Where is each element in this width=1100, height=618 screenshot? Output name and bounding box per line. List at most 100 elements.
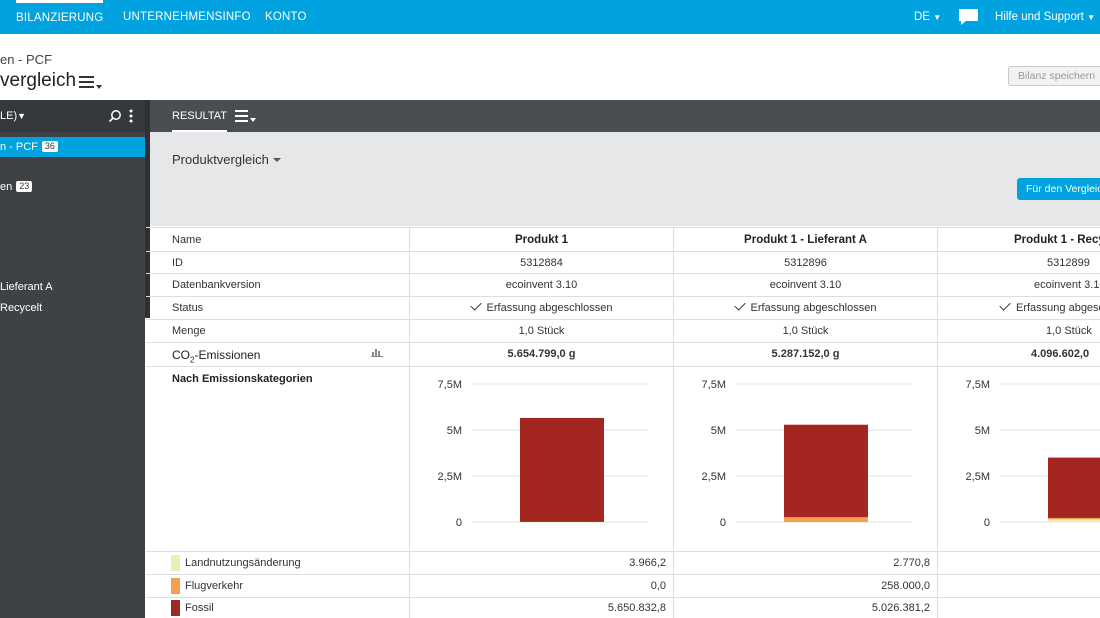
y-tick-label: 5M <box>975 425 990 437</box>
search-icon[interactable] <box>108 109 122 123</box>
y-tick-label: 0 <box>984 517 990 529</box>
bar-segment <box>1048 519 1100 522</box>
column-divider <box>937 228 938 618</box>
bar-segment <box>1048 457 1100 518</box>
y-tick-label: 2,5M <box>438 471 462 483</box>
more-options-icon[interactable] <box>127 108 135 124</box>
y-tick-label: 0 <box>456 517 462 529</box>
cell-value: 0,0 <box>650 580 666 592</box>
bar-segment <box>520 417 604 522</box>
sidebar-filter-select[interactable]: LE)▼ <box>0 110 26 122</box>
cell-co2: 5.287.152,0 g <box>771 348 840 360</box>
sidebar-header: LE)▼ <box>0 100 145 132</box>
emissions-chart-1: 0 2,5M 5M 7,5M <box>410 372 673 537</box>
chart-svg: 0 2,5M 5M 7,5M <box>438 379 648 529</box>
tab-resultat[interactable]: RESULTAT <box>172 100 228 132</box>
cell-status: Erfassung abgeschlossen <box>674 299 937 314</box>
status-text: Erfassung abgeschlossen <box>750 302 877 314</box>
bar-chart-icon[interactable] <box>371 347 383 357</box>
cell-value: 3.966,2 <box>629 557 666 569</box>
categories-heading: Nach Emissionskategorien <box>172 373 313 385</box>
language-label: DE <box>914 11 930 23</box>
result-toolbar: RESULTAT <box>150 100 1100 132</box>
chart-svg: 0 2,5M 5M 7,5M <box>702 379 912 529</box>
cell-db: ecoinvent 3.10 <box>769 279 842 291</box>
top-navigation: BILANZIERUNG UNTERNEHMENSINFO KONTO DE ▼… <box>0 0 1100 34</box>
row-divider <box>146 251 1100 252</box>
cell-id: 5312899 <box>1047 257 1090 269</box>
cell-status: Erfassung abgeschl <box>999 299 1100 314</box>
nav-konto[interactable]: KONTO <box>265 11 307 23</box>
co2-suffix: -Emissionen <box>194 348 261 362</box>
y-tick-label: 5M <box>447 425 462 437</box>
sidebar-item-lieferant[interactable]: Lieferant A <box>0 277 145 297</box>
row-divider <box>146 366 1100 367</box>
nav-unternehmensinfo[interactable]: UNTERNEHMENSINFO <box>123 11 251 23</box>
sidebar: LE)▼ n - PCF 36 en 23 Lieferant A Recycelt <box>0 100 145 618</box>
cell-value: 2.770,8 <box>893 557 930 569</box>
row-divider <box>146 273 1100 274</box>
y-tick-label: 2,5M <box>966 471 990 483</box>
sidebar-item-label: n - PCF <box>0 141 38 153</box>
chevron-down-icon: ▼ <box>933 13 942 22</box>
cell-amount: 1,0 Stück <box>782 325 829 337</box>
row-label-status: Status <box>172 302 204 314</box>
sidebar-item-recycelt[interactable]: Recycelt <box>0 298 145 318</box>
chevron-down-icon <box>272 158 281 162</box>
y-tick-label: 7,5M <box>438 379 462 391</box>
chart-svg: 0 2,5M 5M 7,5M <box>966 379 1100 529</box>
sidebar-item-en[interactable]: en 23 <box>0 177 145 197</box>
bar-segment <box>520 521 604 523</box>
chevron-down-icon: ▼ <box>17 111 27 121</box>
cell-co2: 4.096.602,0 <box>1031 348 1090 360</box>
nav-bilanzierung[interactable]: BILANZIERUNG <box>16 0 104 34</box>
bar-segment <box>784 521 868 523</box>
emissions-chart-2: 0 2,5M 5M 7,5M <box>674 372 937 537</box>
sidebar-item-pcf[interactable]: n - PCF 36 <box>0 137 145 157</box>
row-divider <box>146 319 1100 320</box>
legend-label: Landnutzungsänderung <box>185 557 301 569</box>
column-header: Produkt 1 - Lieferant A <box>744 234 867 246</box>
breadcrumb[interactable]: en - PCF <box>0 52 53 67</box>
page-title: vergleich <box>0 70 77 91</box>
count-badge: 36 <box>41 141 58 152</box>
status-text: Erfassung abgeschlossen <box>486 302 613 314</box>
sidebar-item-label: en <box>0 181 13 193</box>
legend-swatch-fossil <box>171 600 180 616</box>
row-divider <box>146 597 1100 598</box>
menu-icon[interactable] <box>235 109 257 123</box>
emissions-chart-3: 0 2,5M 5M 7,5M <box>938 372 1100 537</box>
row-divider <box>146 227 1100 228</box>
row-label-name: Name <box>172 234 202 246</box>
legend-label: Fossil <box>185 602 214 614</box>
help-support-menu[interactable]: Hilfe und Support ▼ <box>995 0 1095 35</box>
cell-co2: 5.654.799,0 g <box>507 348 576 360</box>
compare-button[interactable]: Für den Vergleich <box>1017 178 1100 200</box>
legend-label: Flugverkehr <box>185 580 244 592</box>
sidebar-item-label: Recycelt <box>0 302 43 314</box>
co2-sub: 2 <box>190 355 195 365</box>
status-text: Erfassung abgeschl <box>1016 302 1100 314</box>
row-divider <box>146 574 1100 575</box>
y-tick-label: 2,5M <box>702 471 726 483</box>
cell-status: Erfassung abgeschlossen <box>410 299 673 314</box>
save-button[interactable]: Bilanz speichern <box>1008 66 1100 86</box>
chevron-down-icon: ▼ <box>1087 13 1095 22</box>
count-badge: 23 <box>16 181 33 192</box>
row-label-co2: CO2-Emissionen <box>172 348 260 364</box>
cell-value: 5.026.381,2 <box>871 602 930 614</box>
language-select[interactable]: DE ▼ <box>914 0 941 35</box>
row-divider <box>146 551 1100 552</box>
cell-id: 5312896 <box>784 257 827 269</box>
chat-icon[interactable] <box>958 8 979 26</box>
cell-amount: 1,0 Stück <box>518 325 565 337</box>
sidebar-resize-handle[interactable] <box>145 100 150 318</box>
sidebar-item-label: Lieferant A <box>0 281 53 293</box>
cell-db: ecoinvent 3.10 <box>505 279 578 291</box>
check-icon <box>469 299 482 311</box>
row-label-db: Datenbankversion <box>172 279 261 291</box>
legend-swatch-land <box>171 555 180 571</box>
comparison-select[interactable]: Produktvergleich <box>172 152 281 167</box>
cell-db: ecoinvent 3.10 <box>1034 279 1100 291</box>
menu-icon[interactable] <box>79 74 103 90</box>
